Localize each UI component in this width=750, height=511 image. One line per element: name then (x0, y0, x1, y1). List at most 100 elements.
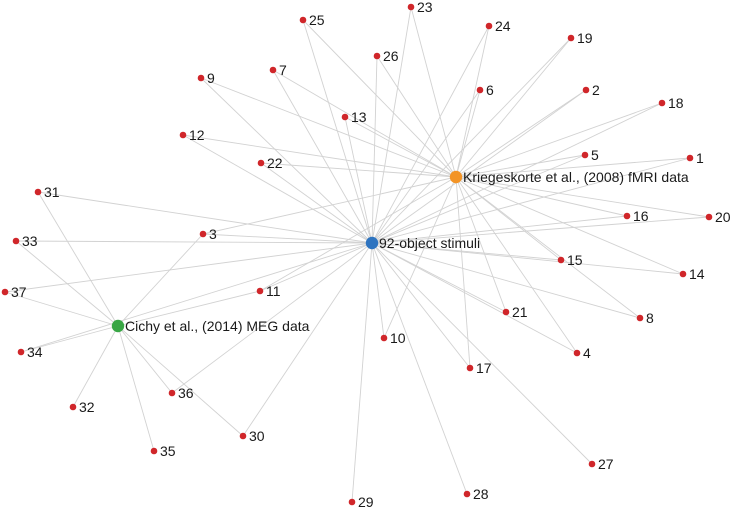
edge-12-stimuli (182, 134, 373, 244)
edges-layer (4, 6, 710, 503)
node-31: 31 (34, 184, 60, 200)
edge-6-stimuli (371, 89, 481, 244)
node-dot (348, 498, 356, 506)
node-34: 34 (17, 344, 43, 360)
node-label: 15 (567, 252, 583, 268)
edge-7-fmri (272, 69, 457, 178)
node-label: 12 (189, 127, 205, 143)
hub-meg: Cichy et al., (2014) MEG data (111, 318, 310, 334)
node-21: 21 (502, 304, 528, 320)
node-dot (34, 188, 42, 196)
node-23: 23 (407, 0, 433, 15)
node-18: 18 (658, 95, 684, 111)
edge-1-stimuli (371, 157, 691, 244)
edge-18-stimuli (371, 102, 663, 244)
edge-32-meg (72, 325, 119, 408)
node-36: 36 (168, 385, 194, 401)
hub-label: Kriegeskorte et al., (2008) fMRI data (463, 169, 689, 185)
hub-dot (111, 319, 125, 333)
node-label: 17 (476, 360, 492, 376)
node-37: 37 (1, 284, 27, 300)
node-label: 6 (486, 82, 494, 98)
node-20: 20 (705, 209, 731, 225)
node-label: 26 (383, 48, 399, 64)
node-5: 5 (581, 147, 599, 163)
node-label: 25 (309, 12, 325, 28)
edge-21-fmri (455, 176, 507, 313)
node-8: 8 (636, 310, 654, 326)
edge-4-stimuli (371, 242, 578, 354)
edge-36-stimuli (171, 242, 373, 394)
edge-13-stimuli (344, 116, 373, 244)
node-label: 9 (207, 70, 215, 86)
node-dot (239, 432, 247, 440)
edge-11-stimuli (259, 242, 373, 292)
edge-3-fmri (202, 176, 457, 235)
edge-20-stimuli (371, 216, 710, 244)
edge-22-fmri (260, 162, 457, 178)
node-13: 13 (341, 109, 367, 125)
edge-24-stimuli (371, 25, 490, 244)
edge-24-fmri (455, 25, 490, 178)
edge-10-stimuli (371, 242, 385, 339)
node-1: 1 (686, 150, 704, 166)
edge-33-stimuli (15, 240, 373, 244)
node-label: 19 (577, 30, 593, 46)
hub-stimuli: 92-object stimuli (365, 235, 480, 251)
node-dot (502, 308, 510, 316)
node-dot (150, 447, 158, 455)
edge-9-fmri (200, 77, 457, 178)
node-35: 35 (150, 443, 176, 459)
node-dot (380, 334, 388, 342)
node-dot (17, 348, 25, 356)
node-label: 35 (160, 443, 176, 459)
nodes-layer: 1234567891011121314151617181920212223242… (1, 0, 731, 510)
node-dot (705, 213, 713, 221)
edge-2-fmri (455, 89, 587, 178)
hub-dot (449, 170, 463, 184)
node-24: 24 (485, 18, 511, 34)
node-12: 12 (179, 127, 205, 143)
node-label: 16 (633, 208, 649, 224)
edge-14-fmri (455, 176, 684, 275)
node-4: 4 (573, 345, 591, 361)
node-dot (485, 22, 493, 30)
node-9: 9 (197, 70, 215, 86)
edge-15-stimuli (371, 242, 562, 261)
node-dot (463, 490, 471, 498)
edge-27-stimuli (371, 242, 593, 465)
edge-23-stimuli (371, 6, 412, 244)
edge-6-fmri (455, 89, 481, 178)
node-label: 18 (668, 95, 684, 111)
node-7: 7 (269, 62, 287, 78)
node-label: 2 (592, 82, 600, 98)
node-label: 23 (417, 0, 433, 15)
edge-17-stimuli (371, 242, 471, 369)
node-label: 32 (79, 399, 95, 415)
node-label: 36 (178, 385, 194, 401)
node-3: 3 (199, 226, 217, 242)
node-label: 30 (249, 428, 265, 444)
node-dot (1, 288, 9, 296)
edge-26-stimuli (371, 55, 378, 244)
node-dot (269, 66, 277, 74)
edge-2-stimuli (371, 89, 587, 244)
edge-11-fmri (259, 176, 457, 292)
node-label: 34 (27, 344, 43, 360)
node-dot (299, 16, 307, 24)
node-dot (557, 256, 565, 264)
node-19: 19 (567, 30, 593, 46)
node-dot (12, 237, 20, 245)
edge-3-meg (117, 233, 204, 327)
edge-16-stimuli (371, 215, 628, 244)
node-label: 20 (715, 209, 731, 225)
edge-26-fmri (376, 55, 457, 178)
node-dot (373, 52, 381, 60)
edge-14-stimuli (371, 242, 684, 275)
edge-30-stimuli (242, 242, 373, 437)
node-label: 5 (591, 147, 599, 163)
edge-36-meg (117, 325, 173, 394)
node-dot (567, 34, 575, 42)
